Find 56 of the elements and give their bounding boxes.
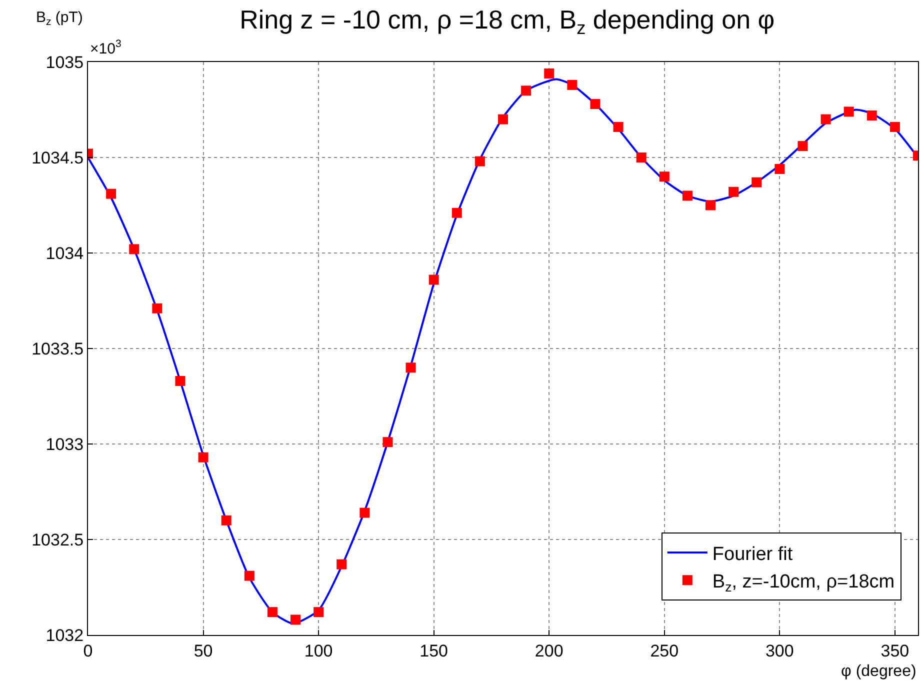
- x-tick-label: 50: [194, 641, 213, 660]
- point: [752, 177, 762, 188]
- x-tick-label: 300: [765, 641, 794, 660]
- point: [106, 188, 116, 199]
- point: [659, 172, 670, 182]
- x-tick-label: 350: [880, 641, 910, 660]
- point: [774, 164, 785, 174]
- point: [706, 200, 716, 210]
- point: [314, 607, 324, 618]
- point: [382, 437, 393, 448]
- x-tick-label: 200: [534, 641, 564, 660]
- legend-label: B$_{z}$, z=-10cm, ρ=18cm: [712, 572, 895, 595]
- point: [474, 156, 485, 166]
- y-tick-label: 1034: [46, 244, 84, 263]
- y-tick-label: 1032.5: [32, 530, 84, 550]
- x-axis-title: φ (degree): [841, 663, 916, 680]
- point: [406, 362, 416, 373]
- point: [267, 607, 278, 618]
- x-tick-label: 150: [420, 641, 448, 660]
- point: [590, 99, 600, 110]
- point: [498, 114, 508, 124]
- legend-label: Fourier fit: [712, 544, 794, 565]
- point: [221, 515, 232, 526]
- point: [866, 110, 877, 120]
- point: [613, 122, 624, 132]
- point: [129, 244, 140, 254]
- point: [567, 80, 578, 90]
- point: [152, 303, 162, 314]
- y-axis-title: B$_{z}$ (pT): [36, 9, 83, 28]
- y-tick-label: 1035: [46, 52, 84, 72]
- point: [290, 614, 300, 625]
- y-tick-label: 1033.5: [32, 339, 84, 358]
- point: [452, 208, 462, 218]
- point: [544, 68, 554, 78]
- y-tick-label: 1034.5: [32, 148, 84, 168]
- point: [636, 152, 646, 162]
- point: [360, 508, 370, 518]
- x-tick-label: 100: [304, 641, 333, 660]
- point: [521, 86, 532, 96]
- point: [336, 559, 347, 570]
- x-tick-label: 250: [650, 641, 679, 660]
- y-tick-label: 1033: [46, 434, 84, 454]
- y-tick-label: 1032: [46, 626, 84, 645]
- point: [175, 376, 186, 386]
- point: [244, 570, 254, 581]
- point: [844, 106, 854, 117]
- point: [820, 114, 831, 124]
- chart-title: Ring z = -10 cm, ρ =18 cm, B$_{z}$ depending on φ: [240, 4, 775, 38]
- point: [428, 274, 439, 285]
- text: ×10$^{3}$: [90, 38, 122, 58]
- x-tick-label: 0: [83, 641, 93, 660]
- point: [890, 122, 900, 132]
- point: [728, 186, 739, 197]
- point: [682, 190, 692, 201]
- point: [198, 452, 208, 462]
- point: [798, 141, 808, 152]
